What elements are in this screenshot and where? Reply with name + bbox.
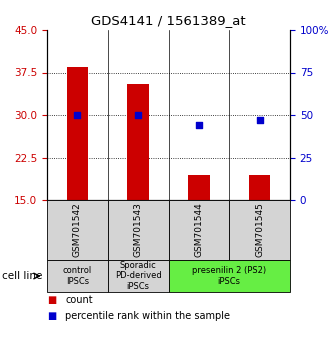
Bar [108, 200, 169, 260]
Text: count: count [65, 295, 93, 305]
Title: GDS4141 / 1561389_at: GDS4141 / 1561389_at [91, 15, 246, 28]
Text: presenilin 2 (PS2)
iPSCs: presenilin 2 (PS2) iPSCs [192, 266, 266, 286]
Bar [67, 67, 88, 200]
Bar [169, 200, 229, 260]
Bar [249, 175, 270, 200]
Text: GSM701542: GSM701542 [73, 202, 82, 257]
Text: cell line: cell line [2, 271, 42, 281]
Text: GSM701545: GSM701545 [255, 202, 264, 257]
Point [196, 122, 202, 128]
Text: ■: ■ [47, 295, 56, 305]
Point [136, 112, 141, 118]
Bar [127, 84, 149, 200]
Text: control
IPSCs: control IPSCs [63, 266, 92, 286]
Bar [47, 260, 108, 292]
Text: GSM701544: GSM701544 [194, 202, 203, 257]
Bar [108, 260, 169, 292]
Point [257, 117, 262, 122]
Text: percentile rank within the sample: percentile rank within the sample [65, 311, 230, 321]
Bar [188, 175, 210, 200]
Bar [169, 260, 290, 292]
Bar [47, 200, 108, 260]
Text: GSM701543: GSM701543 [134, 202, 143, 257]
Text: ■: ■ [47, 311, 56, 321]
Point [75, 112, 80, 118]
Text: Sporadic
PD-derived
iPSCs: Sporadic PD-derived iPSCs [115, 261, 161, 291]
Bar [229, 200, 290, 260]
